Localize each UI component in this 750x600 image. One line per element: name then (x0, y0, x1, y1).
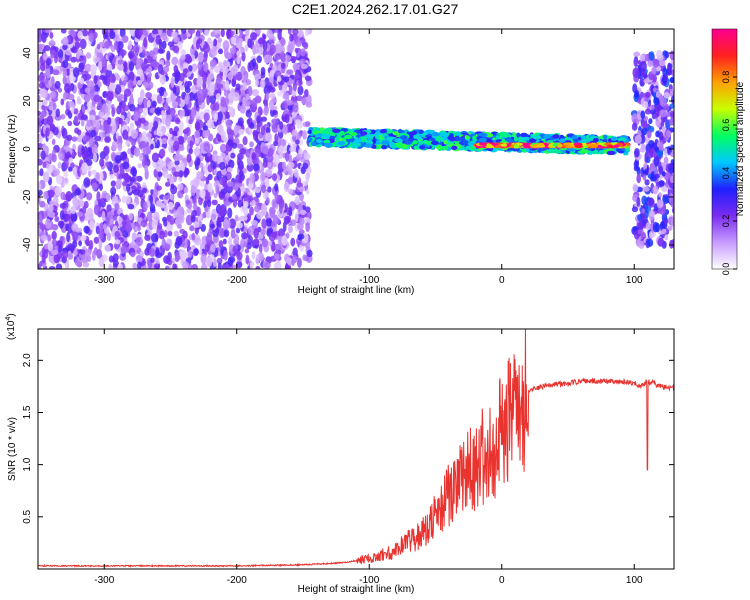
x-tick-label: -200 (227, 275, 247, 286)
x-tick-label: 100 (626, 575, 643, 586)
colorbar-tick-label: 0.4 (721, 167, 731, 180)
colorbar-ticks: 0.0 0.2 0.4 0.6 0.8 (721, 71, 737, 276)
y-tick-label: 20 (22, 95, 33, 107)
colorbar-tick-label: 0.6 (721, 119, 731, 132)
x-tick-label: -100 (359, 575, 379, 586)
x-tick-label: 0 (499, 575, 505, 586)
snr-frame (37, 328, 675, 570)
top-y-axis: -40 -20 0 20 40 (22, 47, 674, 252)
y-tick-label: 1.0 (22, 457, 33, 471)
bottom-x-axis-label: Height of straight line (km) (298, 584, 415, 595)
colorbar-tick-label: 0.8 (721, 71, 731, 84)
x-tick-label: -200 (227, 575, 247, 586)
bottom-y-axis-label: SNR (10 * v/v) (7, 417, 18, 481)
top-x-axis: -300 -200 -100 0 100 (94, 29, 643, 286)
y-tick-label: -40 (22, 237, 33, 252)
y-tick-label: 2.0 (22, 353, 33, 367)
top-x-axis-label: Height of straight line (km) (298, 285, 415, 296)
x-tick-label: -100 (359, 275, 379, 286)
x-tick-label: 0 (499, 275, 505, 286)
heatmap-cells (38, 29, 674, 269)
colorbar-tick-label: 0.2 (721, 215, 731, 228)
bottom-y-axis: 0.5 1.0 1.5 2.0 (22, 353, 674, 524)
y-tick-label: 40 (22, 47, 33, 59)
colorbar-gradient (711, 28, 738, 270)
y-tick-label: 0 (22, 146, 33, 152)
colorbar-label: Normalized spectral amplitude (735, 81, 746, 216)
y-tick-label: -20 (22, 189, 33, 204)
x-tick-label: -300 (94, 275, 114, 286)
y-tick-label: 0.5 (22, 509, 33, 523)
x-tick-label: 100 (626, 275, 643, 286)
colorbar: 0.0 0.2 0.4 0.6 0.8 Normalized spectral ampl… (711, 28, 746, 276)
top-y-axis-label: Frequency (Hz) (7, 115, 18, 184)
x-tick-label: -300 (94, 575, 114, 586)
bottom-x-axis: -300 -200 -100 0 100 (94, 329, 643, 586)
snr-series-line (38, 329, 674, 568)
y-tick-label: 1.5 (22, 405, 33, 419)
chart-title: C2E1.2024.262.17.01.G27 (292, 1, 459, 17)
snr-panel: -300 -200 -100 0 100 0.5 1.0 1.5 2.0 Height of … (5, 313, 675, 595)
colorbar-tick-label: 0.0 (721, 263, 731, 276)
scale-factor-label: (x104) (5, 313, 17, 340)
